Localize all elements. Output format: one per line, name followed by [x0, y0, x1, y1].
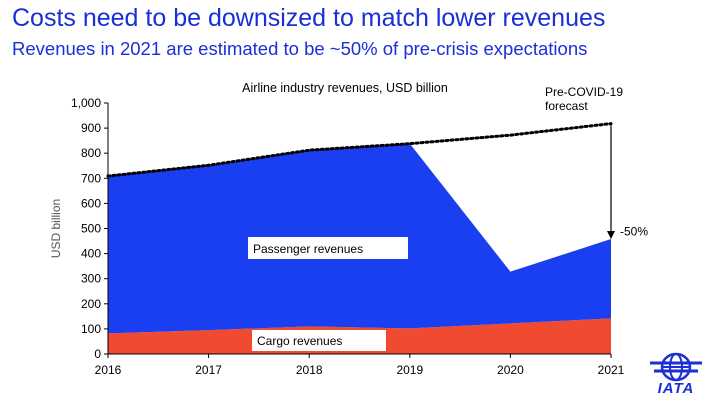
annotation-arrow-head — [607, 231, 615, 240]
x-tick-label: 2020 — [497, 363, 524, 377]
iata-logo: IATA — [648, 352, 704, 400]
label-cargo-revenues: Cargo revenues — [257, 334, 342, 348]
y-tick-label: 100 — [81, 322, 101, 336]
y-axis-label: USD billion — [49, 199, 63, 258]
y-tick-label: 900 — [81, 121, 101, 135]
globe-icon — [650, 352, 702, 382]
y-tick-label: 700 — [81, 171, 101, 185]
y-tick-label: 1,000 — [71, 96, 101, 110]
y-tick-label: 500 — [81, 222, 101, 236]
chart-title: Airline industry revenues, USD billion — [242, 81, 448, 95]
y-tick-label: 200 — [81, 297, 101, 311]
x-tick-label: 2017 — [195, 363, 222, 377]
y-tick-label: 400 — [81, 247, 101, 261]
page-subtitle: Revenues in 2021 are estimated to be ~50… — [12, 38, 588, 59]
label-box-cargo-revenues — [252, 330, 386, 351]
forecast-label-line: forecast — [545, 99, 588, 113]
x-tick-label: 2018 — [296, 363, 323, 377]
page-title: Costs need to be downsized to match lowe… — [12, 4, 606, 32]
forecast-line — [106, 122, 613, 178]
iata-logo-text: IATA — [657, 380, 695, 397]
y-tick-label: 600 — [81, 196, 101, 210]
label-box-passenger-revenues — [248, 237, 408, 259]
forecast-label-line: Pre-COVID-19 — [545, 85, 623, 99]
annotation-label: -50% — [620, 225, 648, 239]
y-tick-label: 300 — [81, 272, 101, 286]
x-tick-label: 2021 — [598, 363, 625, 377]
y-tick-label: 0 — [94, 347, 101, 361]
label-passenger-revenues: Passenger revenues — [253, 242, 363, 256]
x-tick-label: 2019 — [396, 363, 423, 377]
x-tick-label: 2016 — [95, 363, 122, 377]
y-tick-label: 800 — [81, 146, 101, 160]
